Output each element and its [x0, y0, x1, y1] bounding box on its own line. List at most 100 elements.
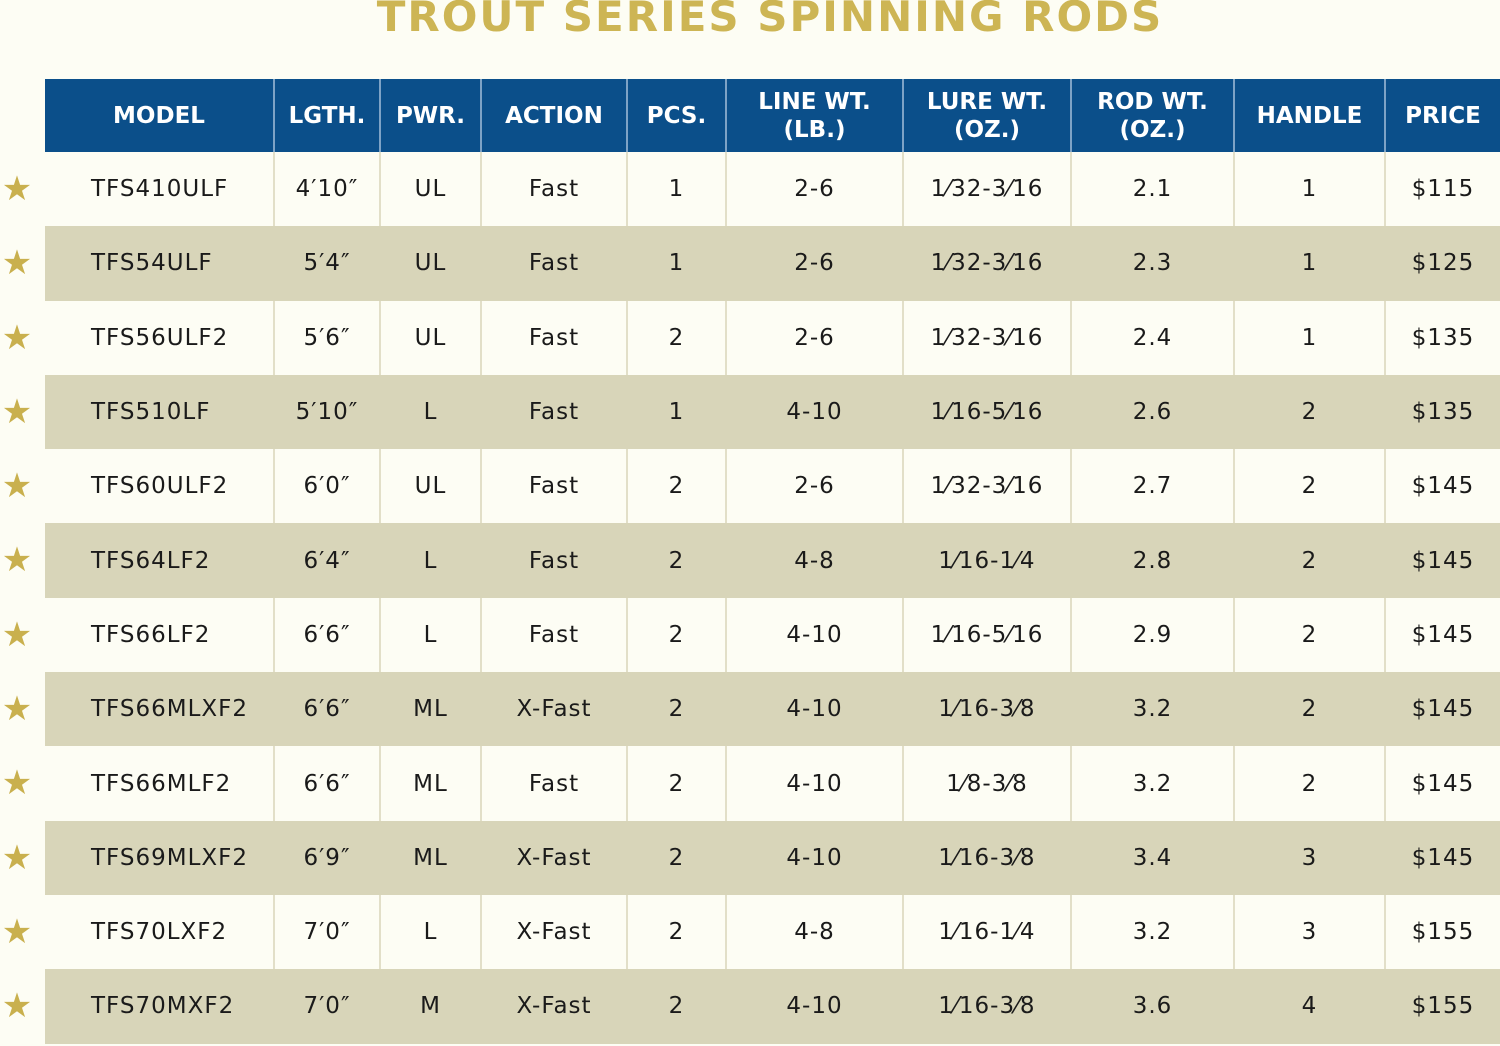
- table-row: TFS70MXF2 7′0″ M X-Fast 2 4-10 1⁄16-3⁄8 3.6 4 $15…: [45, 969, 1500, 1044]
- cell-line-weight: 4-10: [725, 374, 903, 450]
- header-label: (OZ.): [1119, 116, 1186, 143]
- cell-lure-weight: 1⁄32-3⁄16: [902, 226, 1071, 301]
- cell-pieces: 2: [626, 300, 726, 375]
- cell-rod-weight: 2.4: [1070, 300, 1234, 375]
- cell-price: $145: [1384, 820, 1500, 895]
- cell-length: 5′4″: [273, 226, 380, 301]
- cell-action: Fast: [480, 226, 627, 301]
- cell-action: X-Fast: [480, 969, 627, 1044]
- star-icon: ★: [1, 391, 33, 432]
- star-icon: ★: [1, 911, 33, 952]
- cell-model: TFS70MXF2: [45, 969, 274, 1044]
- cell-power: ML: [379, 746, 481, 821]
- cell-power: ML: [379, 820, 481, 895]
- cell-price: $155: [1384, 969, 1500, 1044]
- table-row: TFS66LF2 6′6″ L Fast 2 4-10 1⁄16-5⁄16 2.9 2 $145: [45, 597, 1500, 673]
- cell-lure-weight: 1⁄32-3⁄16: [902, 449, 1071, 524]
- header-label: (LB.): [783, 116, 846, 143]
- header-rod-weight: ROD WT. (OZ.): [1070, 79, 1234, 152]
- cell-pieces: 2: [626, 746, 726, 821]
- cell-action: Fast: [480, 300, 627, 375]
- cell-action: Fast: [480, 374, 627, 450]
- header-label: ROD WT.: [1097, 88, 1208, 115]
- cell-rod-weight: 2.9: [1070, 597, 1234, 673]
- cell-model: TFS64LF2: [45, 523, 274, 598]
- cell-rod-weight: 2.8: [1070, 523, 1234, 598]
- header-pieces: PCS.: [626, 79, 726, 152]
- cell-length: 7′0″: [273, 969, 380, 1044]
- cell-power: ML: [379, 672, 481, 747]
- header-label: ACTION: [505, 102, 603, 129]
- cell-action: Fast: [480, 523, 627, 598]
- cell-line-weight: 2-6: [725, 300, 903, 375]
- cell-model: TFS410ULF: [91, 176, 229, 203]
- cell-price: $145: [1384, 449, 1500, 524]
- cell-price: $135: [1384, 374, 1500, 450]
- header-model: MODEL: [45, 79, 274, 152]
- cell-model: TFS66MLF2: [91, 770, 232, 797]
- cell-pieces: 2: [626, 894, 726, 970]
- cell-power: L: [379, 374, 481, 450]
- cell-model: TFS66MLXF2: [45, 672, 274, 747]
- cell-handle: 2: [1233, 449, 1385, 524]
- star-icon: ★: [1, 169, 33, 209]
- cell-lure-weight: 1⁄16-5⁄16: [902, 374, 1071, 450]
- cell-pieces: 2: [626, 820, 726, 895]
- cell-price: $125: [1384, 226, 1500, 301]
- cell-lure-weight: 1⁄16-1⁄4: [902, 894, 1071, 970]
- cell-pieces: 2: [626, 449, 726, 524]
- cell-price: $145: [1384, 523, 1500, 598]
- cell-handle: 2: [1233, 746, 1385, 821]
- cell-action: Fast: [480, 449, 627, 524]
- header-row: MODEL LGTH. PWR. ACTION PCS. LINE WT. (LB.) LUR…: [45, 79, 1500, 152]
- cell-price: $145: [1384, 672, 1500, 747]
- cell-handle: 2: [1233, 597, 1385, 673]
- header-label: PRICE: [1405, 102, 1481, 129]
- cell-handle: 3: [1233, 894, 1385, 970]
- table-row: TFS56ULF2 5′6″ UL Fast 2 2-6 1⁄32-3⁄16 2.4 1 $135: [45, 300, 1500, 375]
- cell-length: 4′10″: [273, 152, 380, 227]
- cell-model: TFS70LXF2: [91, 919, 228, 946]
- table-row: TFS60ULF2 6′0″ UL Fast 2 2-6 1⁄32-3⁄16 2.7 2 $145: [45, 449, 1500, 524]
- cell-handle: 1: [1233, 226, 1385, 301]
- cell-pieces: 2: [626, 523, 726, 598]
- cell-action: X-Fast: [480, 820, 627, 895]
- cell-power: M: [379, 969, 481, 1044]
- star-icon: ★: [1, 466, 33, 507]
- cell-length: 5′10″: [273, 374, 380, 450]
- star-icon: ★: [1, 837, 33, 878]
- star-icon: ★: [1, 540, 33, 581]
- header-line-weight: LINE WT. (LB.): [725, 79, 903, 152]
- cell-length: 7′0″: [273, 894, 380, 970]
- header-label: LINE WT.: [758, 88, 871, 115]
- cell-power: UL: [379, 449, 481, 524]
- cell-line-weight: 4-8: [725, 523, 903, 598]
- cell-power: L: [379, 894, 481, 970]
- header-label: LURE WT.: [926, 88, 1048, 115]
- cell-pieces: 1: [626, 374, 726, 450]
- table-row: TFS66MLF2 6′6″ ML Fast 2 4-10 1⁄8-3⁄8 3.2 2 $145: [45, 746, 1500, 821]
- cell-price: $115: [1384, 152, 1500, 227]
- header-handle: HANDLE: [1233, 79, 1385, 152]
- header-price: PRICE: [1384, 79, 1500, 152]
- cell-length: 6′6″: [273, 672, 380, 747]
- cell-line-weight: 4-10: [725, 597, 903, 673]
- header-label: (OZ.): [954, 116, 1020, 143]
- star-icon: ★: [1, 689, 33, 730]
- cell-line-weight: 4-10: [725, 672, 903, 747]
- cell-model: TFS56ULF2: [91, 324, 229, 351]
- table-row: TFS70LXF2 7′0″ L X-Fast 2 4-8 1⁄16-1⁄4 3.2 3 $155: [45, 894, 1500, 970]
- star-icon: ★: [1, 763, 33, 804]
- star-column: ★ ★ ★ ★ ★ ★ ★ ★ ★ ★ ★ ★: [0, 152, 34, 1044]
- cell-line-weight: 4-10: [725, 969, 903, 1044]
- cell-lure-weight: 1⁄16-1⁄4: [902, 523, 1071, 598]
- cell-lure-weight: 1⁄32-3⁄16: [902, 300, 1071, 375]
- table-row: TFS69MLXF2 6′9″ ML X-Fast 2 4-10 1⁄16-3⁄8 3.4 3 $…: [45, 820, 1500, 895]
- cell-pieces: 2: [626, 969, 726, 1044]
- page-title: TROUT SERIES SPINNING RODS: [376, 0, 1164, 41]
- cell-action: Fast: [480, 746, 627, 821]
- cell-pieces: 1: [626, 226, 726, 301]
- cell-line-weight: 2-6: [725, 152, 903, 227]
- cell-rod-weight: 3.2: [1070, 672, 1234, 747]
- header-label: MODEL: [113, 102, 205, 129]
